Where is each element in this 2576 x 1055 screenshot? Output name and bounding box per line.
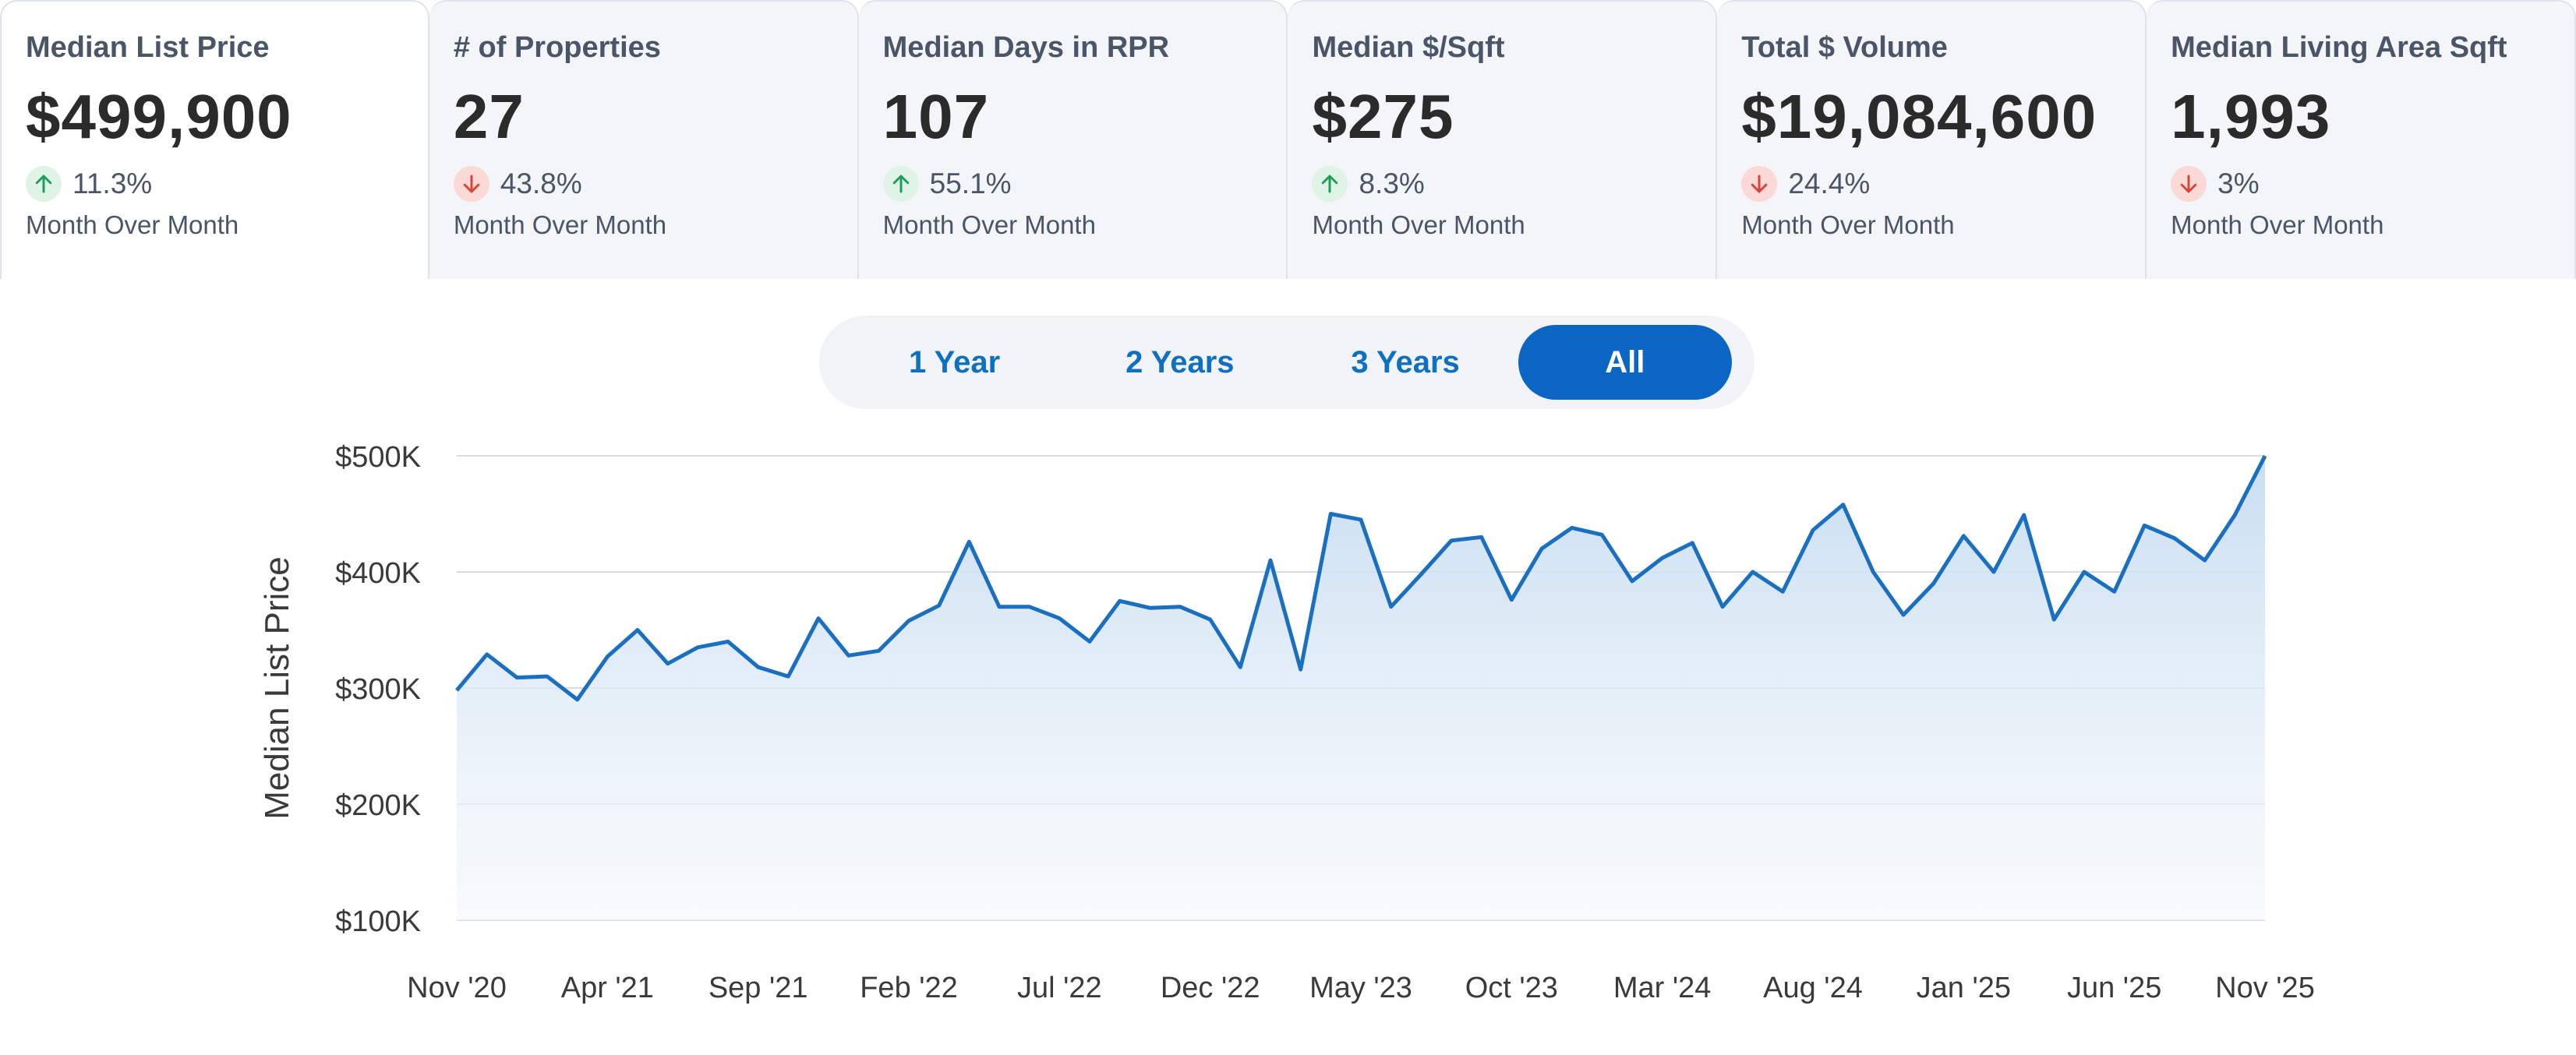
arrow-down-icon <box>453 166 489 202</box>
arrow-down-icon <box>1741 166 1778 202</box>
arrow-up-icon <box>26 166 62 202</box>
x-tick-label: Jul '22 <box>1017 972 1102 1004</box>
metric-title: Total $ Volume <box>1741 31 1948 64</box>
x-tick-label: Oct '23 <box>1465 972 1558 1004</box>
x-tick-label: Sep '21 <box>708 972 808 1004</box>
metric-value: $275 <box>1312 82 1454 151</box>
metric-value: 27 <box>453 82 525 151</box>
metric-change-percent: 8.3% <box>1359 168 1425 199</box>
metric-value: $499,900 <box>26 82 292 151</box>
median-list-price-chart: $100K $200K $300K $400K $500K Nov '20 Apr '21… <box>258 441 2315 1004</box>
metric-change: 8.3% <box>1312 165 1716 203</box>
metric-value: 107 <box>882 82 990 151</box>
metric-period: Month Over Month <box>453 210 667 239</box>
y-tick-label: $200K <box>335 789 421 822</box>
metric-change: 43.8% <box>453 165 857 203</box>
metric-change-percent: 24.4% <box>1788 168 1871 199</box>
y-tick-label: $400K <box>335 557 421 590</box>
metric-title: Median $/Sqft <box>1312 31 1505 64</box>
metric-value: 1,993 <box>2171 82 2331 151</box>
metric-change: 55.1% <box>882 165 1287 203</box>
time-range-toggle: 1 Year 2 Years 3 Years All <box>819 316 1754 409</box>
x-tick-label: Jun '25 <box>2067 972 2161 1004</box>
metric-change-percent: 11.3% <box>72 168 153 199</box>
metric-card[interactable]: Median Days in RPR 107 55.1% Month Over Mon… <box>858 0 1288 279</box>
metric-title: Median Days in RPR <box>882 31 1170 64</box>
chart-series-line <box>455 454 2267 702</box>
metric-card[interactable]: Median $/Sqft $275 8.3% Month Over Month <box>1288 0 1718 279</box>
x-tick-label: Apr '21 <box>561 972 654 1004</box>
arrow-down-icon <box>2171 166 2207 202</box>
x-tick-label: Nov '20 <box>407 972 507 1004</box>
range-option-all[interactable]: All <box>1518 325 1732 400</box>
range-option-3-years[interactable]: 3 Years <box>1292 325 1518 400</box>
metric-change: 3% <box>2171 165 2574 203</box>
metric-period: Month Over Month <box>1312 210 1525 239</box>
x-tick-label: Dec '22 <box>1161 972 1260 1004</box>
x-tick-label: Mar '24 <box>1613 972 1712 1004</box>
metric-title: Median List Price <box>26 31 270 64</box>
x-tick-label: Feb '22 <box>860 972 958 1004</box>
metric-title: Median Living Area Sqft <box>2171 31 2507 64</box>
metric-change-percent: 55.1% <box>929 168 1012 199</box>
metric-change-percent: 3% <box>2217 168 2260 199</box>
metric-change: 11.3% <box>26 165 428 203</box>
metric-period: Month Over Month <box>26 210 239 239</box>
metric-change: 24.4% <box>1741 165 2145 203</box>
metric-cards: Median List Price $499,900 11.3% Month Over… <box>0 0 2576 279</box>
y-tick-label: $100K <box>335 905 421 938</box>
arrow-up-icon <box>882 166 919 202</box>
metric-card[interactable]: Total $ Volume $19,084,600 24.4% Month Over… <box>1717 0 2147 279</box>
metric-period: Month Over Month <box>1741 210 1955 239</box>
y-tick-label: $300K <box>335 673 421 706</box>
range-option-1-year[interactable]: 1 Year <box>842 325 1067 400</box>
arrow-up-icon <box>1312 166 1348 202</box>
metric-card[interactable]: Median List Price $499,900 11.3% Month Over… <box>0 0 429 279</box>
y-axis-tick-labels: $100K $200K $300K $400K $500K <box>335 441 421 938</box>
chart-area-fill <box>457 456 2265 920</box>
metric-period: Month Over Month <box>2171 210 2384 239</box>
x-axis-tick-labels: Nov '20 Apr '21 Sep '21 Feb '22 Jul '22 Dec '… <box>407 972 2315 1004</box>
metric-title: # of Properties <box>453 31 661 64</box>
y-tick-label: $500K <box>335 441 421 474</box>
x-tick-label: Nov '25 <box>2215 972 2315 1004</box>
x-tick-label: Jan '25 <box>1917 972 2011 1004</box>
metric-value: $19,084,600 <box>1741 82 2097 151</box>
metric-card[interactable]: # of Properties 27 43.8% Month Over Month <box>429 0 859 279</box>
metric-period: Month Over Month <box>882 210 1096 239</box>
metric-change-percent: 43.8% <box>500 168 582 199</box>
x-tick-label: May '23 <box>1309 972 1412 1004</box>
metric-card[interactable]: Median Living Area Sqft 1,993 3% Month Over… <box>2147 0 2576 279</box>
y-axis-label: Median List Price <box>258 556 296 819</box>
range-option-2-years[interactable]: 2 Years <box>1067 325 1292 400</box>
x-tick-label: Aug '24 <box>1763 972 1863 1004</box>
